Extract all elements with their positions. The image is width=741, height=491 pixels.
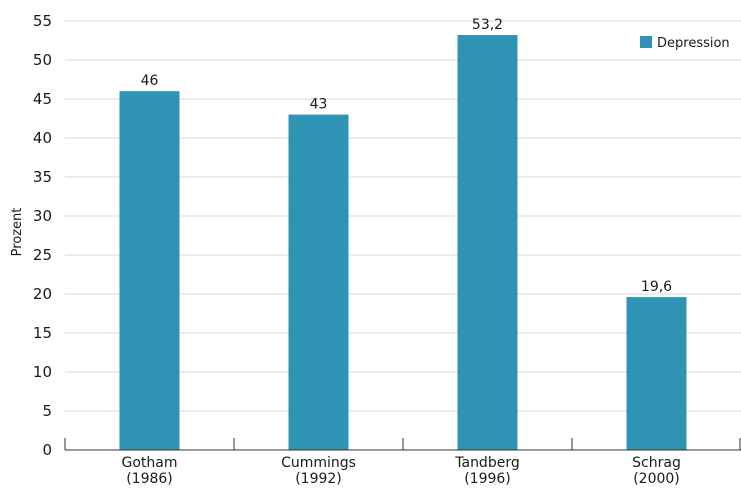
bar-cummings [288,114,349,450]
y-tick-label: 50 [33,51,52,69]
x-tick-label: Cummings [281,455,356,471]
bar-schrag [626,297,687,450]
y-tick-label: 20 [33,285,52,303]
x-tick-label: Tandberg [454,455,519,471]
labels: 0 5 10 15 20 25 30 35 40 45 50 55 46 Gotham(1986) 43 Cu… [33,12,681,487]
y-axis-title: Prozent [10,208,25,257]
x-tick-label: Schrag [632,455,681,471]
legend-swatch-depression [640,36,652,48]
bar-tandberg [457,35,518,450]
data-label: 53,2 [472,17,503,33]
y-tick-label: 55 [33,12,52,30]
y-tick-label: 30 [33,207,52,225]
y-tick-label: 5 [42,402,52,420]
x-tick-sublabel: (2000) [633,471,680,487]
y-tick-label: 45 [33,90,52,108]
x-tick-sublabel: (1996) [464,471,511,487]
data-label: 19,6 [641,279,672,295]
y-tick-label: 10 [33,363,52,381]
y-tick-label: 0 [42,441,52,459]
y-tick-label: 15 [33,324,52,342]
y-tick-label: 40 [33,129,52,147]
axes [64,438,741,451]
bar-gotham [119,91,180,450]
y-tick-label: 25 [33,246,52,264]
data-label: 43 [310,97,328,113]
x-tick-sublabel: (1992) [295,471,342,487]
x-tick-label: Gotham [122,455,178,471]
y-tick-label: 35 [33,168,52,186]
bars [119,35,687,450]
legend-label-depression: Depression [657,36,730,51]
legend: Depression [640,36,730,51]
x-tick-sublabel: (1986) [126,471,173,487]
data-label: 46 [141,73,159,89]
